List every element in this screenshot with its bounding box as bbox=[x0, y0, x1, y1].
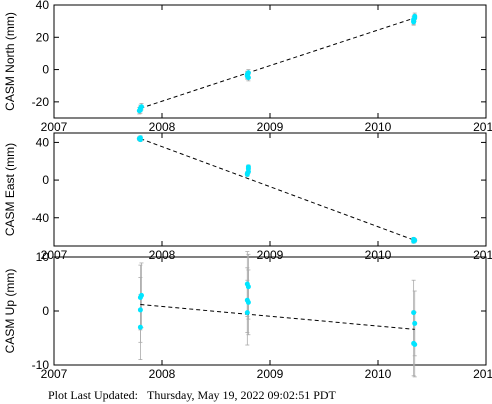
plot-frame-east bbox=[53, 132, 487, 247]
x-tick-label-east-1: 2008 bbox=[149, 248, 176, 262]
panel-east: 2007 2008 2009 2010 2011 -40 0 40 CASM East (mm) bbox=[3, 132, 492, 262]
y-axis-label-north: CASM North (mm) bbox=[3, 12, 17, 111]
x-tick-label-north-4: 2011 bbox=[473, 120, 492, 134]
y-tick-label-east-2: 40 bbox=[36, 135, 50, 149]
y-axis-label-up: CASM Up (mm) bbox=[3, 269, 17, 354]
panel-north: 2007 2008 2009 2010 2011 -20 0 20 40 CASM North (… bbox=[3, 0, 492, 134]
footer-timestamp: Thursday, May 19, 2022 09:02:51 PDT bbox=[147, 388, 337, 402]
data-point-east-7 bbox=[244, 171, 250, 177]
y-tick-label-up-0: -10 bbox=[32, 358, 50, 372]
x-tick-label-up-1: 2008 bbox=[149, 367, 176, 381]
x-tick-label-east-0: 2007 bbox=[41, 248, 68, 262]
data-point-up-2 bbox=[137, 307, 143, 313]
y-tick-label-north-1: 0 bbox=[42, 63, 49, 77]
y-tick-label-east-1: 0 bbox=[42, 173, 49, 187]
data-point-east-6 bbox=[245, 164, 251, 170]
data-point-north-2 bbox=[138, 104, 144, 110]
data-point-up-8 bbox=[244, 310, 250, 316]
x-tick-label-north-2: 2009 bbox=[257, 120, 284, 134]
data-point-north-8 bbox=[244, 72, 250, 78]
y-tick-label-east-0: -40 bbox=[32, 211, 50, 225]
data-point-up-5 bbox=[245, 284, 251, 290]
x-tick-label-up-3: 2010 bbox=[365, 367, 392, 381]
footer-label: Plot Last Updated: bbox=[48, 388, 138, 402]
data-point-north-13 bbox=[411, 19, 417, 25]
data-point-up-12 bbox=[412, 341, 418, 347]
chart-panels: 2007 2008 2009 2010 2011 -20 0 20 40 CASM North (… bbox=[3, 0, 492, 381]
y-axis-label-east: CASM East (mm) bbox=[3, 143, 17, 236]
x-tick-label-up-4: 2011 bbox=[473, 367, 492, 381]
x-tick-label-north-3: 2010 bbox=[365, 120, 392, 134]
data-point-east-2 bbox=[136, 136, 142, 142]
x-tick-label-east-2: 2009 bbox=[257, 248, 284, 262]
data-point-up-7 bbox=[245, 299, 251, 305]
y-tick-label-up-2: 10 bbox=[36, 250, 50, 264]
plot-frame-north bbox=[53, 4, 487, 119]
data-point-north-3 bbox=[136, 108, 142, 114]
trend-line-north bbox=[140, 17, 415, 109]
data-point-east-10 bbox=[411, 238, 417, 244]
data-point-up-10 bbox=[412, 320, 418, 326]
y-tick-label-up-1: 0 bbox=[42, 304, 49, 318]
data-point-up-3 bbox=[137, 324, 143, 330]
y-tick-label-north-2: 20 bbox=[36, 30, 50, 44]
y-tick-label-north-3: 40 bbox=[36, 0, 50, 12]
x-tick-label-east-3: 2010 bbox=[365, 248, 392, 262]
x-tick-label-north-1: 2008 bbox=[149, 120, 176, 134]
x-tick-label-north-0: 2007 bbox=[41, 120, 68, 134]
data-point-north-12 bbox=[412, 13, 418, 19]
data-point-up-9 bbox=[411, 310, 417, 316]
trend-line-east bbox=[140, 138, 415, 241]
plot-frame-up bbox=[53, 256, 487, 366]
y-tick-label-north-0: -20 bbox=[32, 95, 50, 109]
panel-up: 2007 2008 2009 2010 2011 -10 0 10 CASM Up (mm) bbox=[3, 250, 492, 381]
data-point-up-1 bbox=[138, 292, 144, 298]
x-tick-label-east-4: 2011 bbox=[473, 248, 492, 262]
x-tick-label-up-2: 2009 bbox=[257, 367, 284, 381]
x-tick-label-up-0: 2007 bbox=[41, 367, 68, 381]
trend-line-up bbox=[140, 304, 415, 330]
